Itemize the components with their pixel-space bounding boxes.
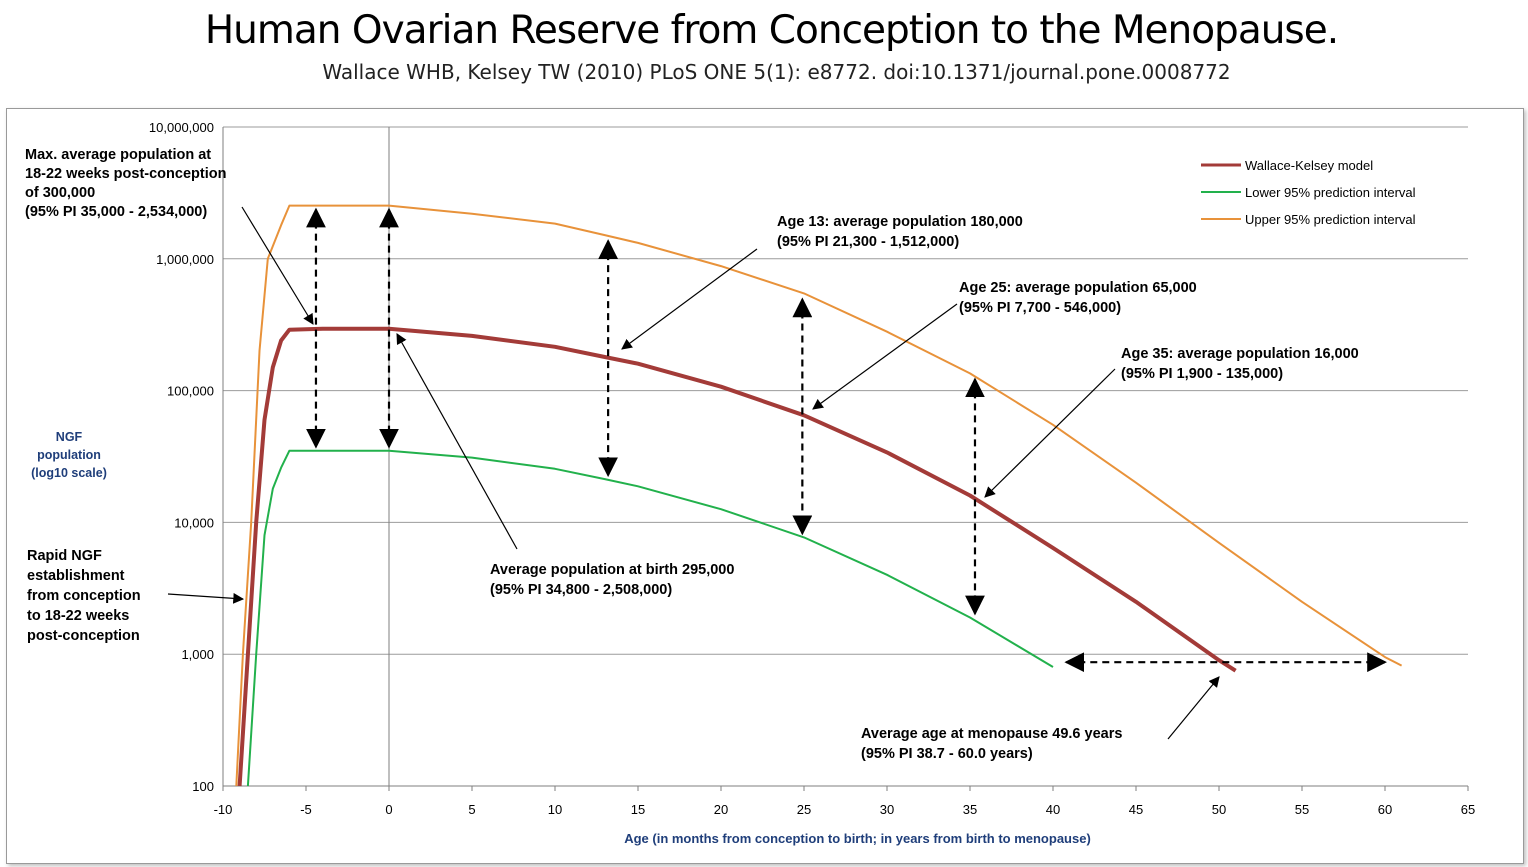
y-axis-label: NGF [56,430,83,444]
x-tick-label: 25 [797,802,811,817]
annotation-rapid: post-conception [27,628,140,644]
x-tick-label: 0 [385,802,392,817]
citation-subtitle: Wallace WHB, Kelsey TW (2010) PLoS ONE 5… [322,60,1231,84]
y-axis-label: (log10 scale) [31,466,107,480]
pointer-arrow [241,206,314,325]
ovarian-reserve-chart: 1001,00010,000100,0001,000,00010,000,000… [25,120,1475,846]
x-tick-label: 35 [963,802,977,817]
legend-label: Lower 95% prediction interval [1245,185,1416,200]
y-axis-label: population [37,448,101,462]
axes: 1001,00010,000100,0001,000,00010,000,000… [31,120,1475,846]
pointer-arrow [1167,676,1220,740]
x-tick-label: 45 [1129,802,1143,817]
annotation-birth: Average population at birth 295,000 [490,562,734,578]
pointer-arrow [167,592,245,604]
x-tick-label: 50 [1212,802,1226,817]
annotation-age35: (95% PI 1,900 - 135,000) [1121,366,1283,382]
series-line-0 [237,326,1237,787]
annotation-rapid: establishment [27,568,125,584]
annotation-rapid: Rapid NGF [27,548,102,564]
annotation-rapid: from conception [27,588,141,604]
annotation-max: (95% PI 35,000 - 2,534,000) [25,204,207,220]
annotation-menopause: Average age at menopause 49.6 years [861,726,1122,742]
annotation-age35: Age 35: average population 16,000 [1121,346,1359,362]
x-tick-label: 10 [548,802,562,817]
annotation-max: of 300,000 [25,185,95,201]
pointer-arrow [984,368,1116,498]
x-tick-label: 15 [631,802,645,817]
chart-frame: 100 1,000 10,000 100,000 1,000,000 10,000,000… [6,108,1524,864]
page-title: Human Ovarian Reserve from Conception to… [204,8,1339,53]
x-tick-label: 30 [880,802,894,817]
annotation-age13: Age 13: average population 180,000 [777,214,1023,230]
x-tick-label: 5 [468,802,475,817]
annotation-age25: Age 25: average population 65,000 [959,280,1197,296]
annotation-rapid: to 18-22 weeks [27,608,129,624]
annotation-max: 18-22 weeks post-conception [25,166,226,182]
series-line-2 [235,204,1403,787]
series-line-1 [246,449,1054,787]
legend-label: Upper 95% prediction interval [1245,212,1416,227]
series-lines [235,204,1403,787]
x-tick-label: -10 [214,802,233,817]
x-tick-label: 40 [1046,802,1060,817]
annotation-max: Max. average population at [25,147,211,163]
y-tick-label: 1,000,000 [156,252,214,267]
y-tick-label: 100 [192,779,214,794]
x-axis-label: Age (in months from conception to birth;… [624,831,1091,846]
annotation-menopause: (95% PI 38.7 - 60.0 years) [861,746,1033,762]
annotation-age25: (95% PI 7,700 - 546,000) [959,300,1121,316]
y-tick-label: 100,000 [167,384,214,399]
x-tick-label: -5 [300,802,312,817]
legend: Wallace-Kelsey model Lower 95% prediction… [1201,158,1416,227]
y-tick-label: 10,000 [174,515,214,530]
annotations: Max. average population at 18-22 weeks po… [25,147,1359,762]
annotation-arrows [167,206,1387,740]
x-tick-label: 65 [1461,802,1475,817]
legend-label: Wallace-Kelsey model [1245,158,1373,173]
x-tick-label: 55 [1295,802,1309,817]
pointer-arrow [396,333,518,550]
pointer-arrow [812,303,958,410]
annotation-age13: (95% PI 21,300 - 1,512,000) [777,234,959,250]
y-tick-label: 1,000 [181,647,214,662]
x-tick-label: 60 [1378,802,1392,817]
annotation-birth: (95% PI 34,800 - 2,508,000) [490,582,672,598]
y-tick-label: 10,000,000 [149,120,214,135]
x-tick-label: 20 [714,802,728,817]
pointer-arrow [621,248,758,350]
